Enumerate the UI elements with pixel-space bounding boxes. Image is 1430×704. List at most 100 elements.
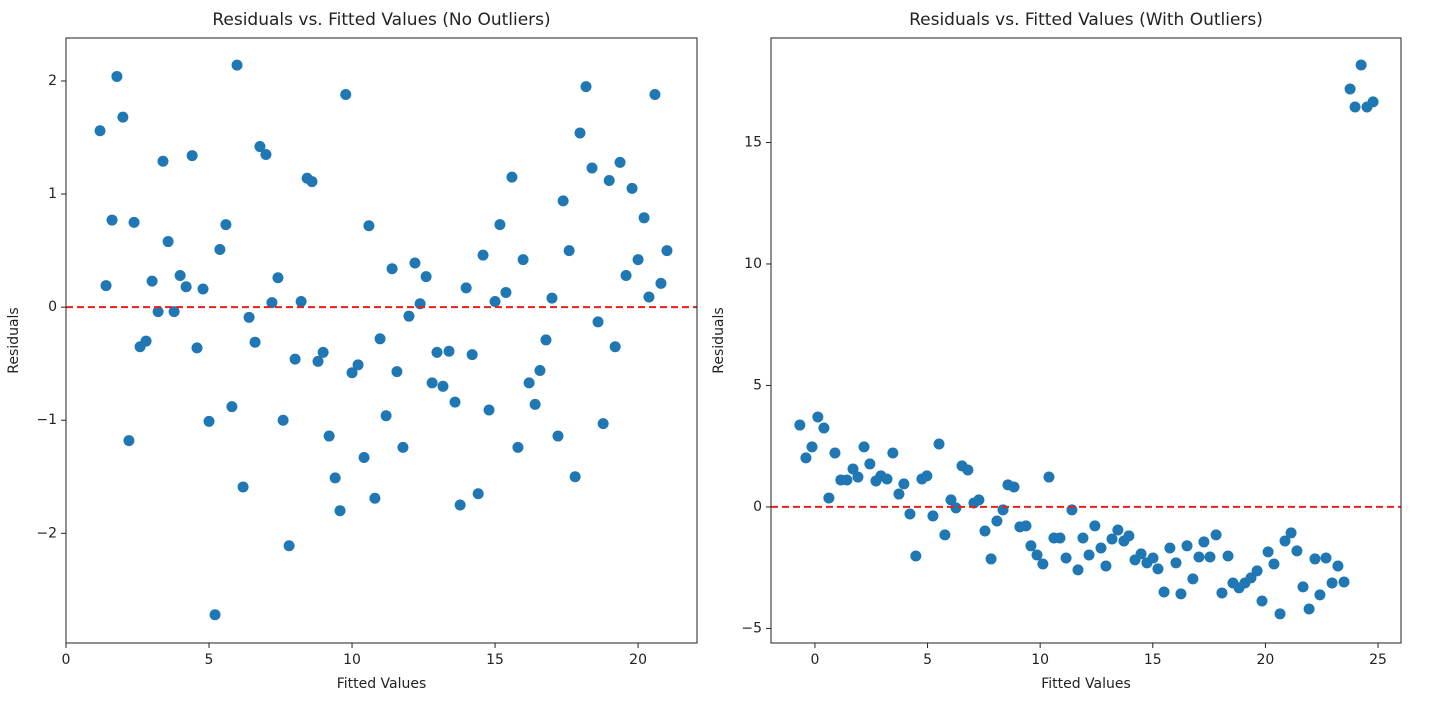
- point: [1083, 549, 1095, 561]
- point: [226, 401, 238, 413]
- point: [403, 310, 415, 322]
- point: [500, 286, 512, 298]
- point: [800, 452, 812, 464]
- point: [191, 342, 203, 354]
- point: [1089, 520, 1101, 532]
- point: [1164, 542, 1176, 554]
- point: [1095, 542, 1107, 554]
- x-tick-label: 5: [923, 652, 932, 668]
- point: [823, 492, 835, 504]
- point: [1320, 552, 1332, 564]
- point: [323, 430, 335, 442]
- point: [1210, 529, 1222, 541]
- point: [1031, 549, 1043, 561]
- y-tick-label: 0: [753, 499, 762, 515]
- point: [847, 463, 859, 475]
- point: [1135, 548, 1147, 560]
- point: [363, 220, 375, 232]
- point: [852, 471, 864, 483]
- point: [1344, 83, 1356, 95]
- axes-frame: [65, 37, 698, 644]
- point: [1256, 595, 1268, 607]
- point: [94, 125, 106, 137]
- point: [991, 515, 1003, 527]
- x-tick-label: 20: [1256, 652, 1274, 668]
- point: [632, 254, 644, 266]
- point: [1060, 552, 1072, 564]
- point: [794, 419, 806, 431]
- point: [197, 283, 209, 295]
- point: [1054, 532, 1066, 544]
- point: [812, 411, 824, 423]
- chart-panel: Residuals vs. Fitted Values (With Outlie…: [711, 10, 1402, 692]
- point: [1367, 96, 1379, 108]
- axes-frame: [770, 37, 1402, 644]
- point: [460, 282, 472, 294]
- point: [152, 306, 164, 318]
- point: [277, 414, 289, 426]
- point: [128, 216, 140, 228]
- point: [597, 418, 609, 430]
- point: [1355, 59, 1367, 71]
- point: [661, 245, 673, 257]
- point: [506, 171, 518, 183]
- point: [864, 458, 876, 470]
- point: [477, 249, 489, 261]
- point: [569, 471, 581, 483]
- point: [140, 335, 152, 347]
- point: [420, 271, 432, 283]
- point: [329, 472, 341, 484]
- point: [818, 422, 830, 434]
- point: [898, 478, 910, 490]
- point: [1008, 481, 1020, 493]
- x-tick-label: 15: [486, 652, 504, 668]
- point: [426, 377, 438, 389]
- point: [466, 349, 478, 361]
- point: [1314, 589, 1326, 601]
- point: [1291, 545, 1303, 557]
- point: [443, 345, 455, 357]
- point: [512, 441, 524, 453]
- chart-panel: Residuals vs. Fitted Values (No Outliers…: [6, 10, 698, 692]
- point: [254, 141, 266, 153]
- point: [557, 195, 569, 207]
- point: [168, 306, 180, 318]
- point: [962, 464, 974, 476]
- point: [431, 346, 443, 358]
- point: [586, 162, 598, 174]
- point: [638, 212, 650, 224]
- point: [841, 474, 853, 486]
- point: [409, 257, 421, 269]
- point: [1198, 536, 1210, 548]
- point: [523, 377, 535, 389]
- point: [1193, 551, 1205, 563]
- point: [609, 341, 621, 353]
- point: [180, 281, 192, 293]
- point: [1204, 551, 1216, 563]
- x-tick-label: 5: [205, 652, 214, 668]
- y-tick-label: 0: [48, 299, 57, 315]
- point: [592, 316, 604, 328]
- point: [1279, 535, 1291, 547]
- point: [489, 295, 501, 307]
- x-tick-label: 25: [1369, 652, 1387, 668]
- point: [1025, 540, 1037, 552]
- point: [1349, 101, 1361, 113]
- chart-title: Residuals vs. Fitted Values (With Outlie…: [909, 10, 1263, 30]
- point: [985, 553, 997, 565]
- point: [552, 430, 564, 442]
- point: [454, 499, 466, 511]
- point: [580, 81, 592, 93]
- point: [483, 404, 495, 416]
- point: [534, 364, 546, 376]
- y-tick-label: 1: [48, 186, 57, 202]
- point: [927, 510, 939, 522]
- point: [1274, 608, 1286, 620]
- point: [603, 174, 615, 186]
- point: [1106, 533, 1118, 545]
- point: [369, 492, 381, 504]
- point: [334, 505, 346, 517]
- point: [933, 438, 945, 450]
- point: [295, 295, 307, 307]
